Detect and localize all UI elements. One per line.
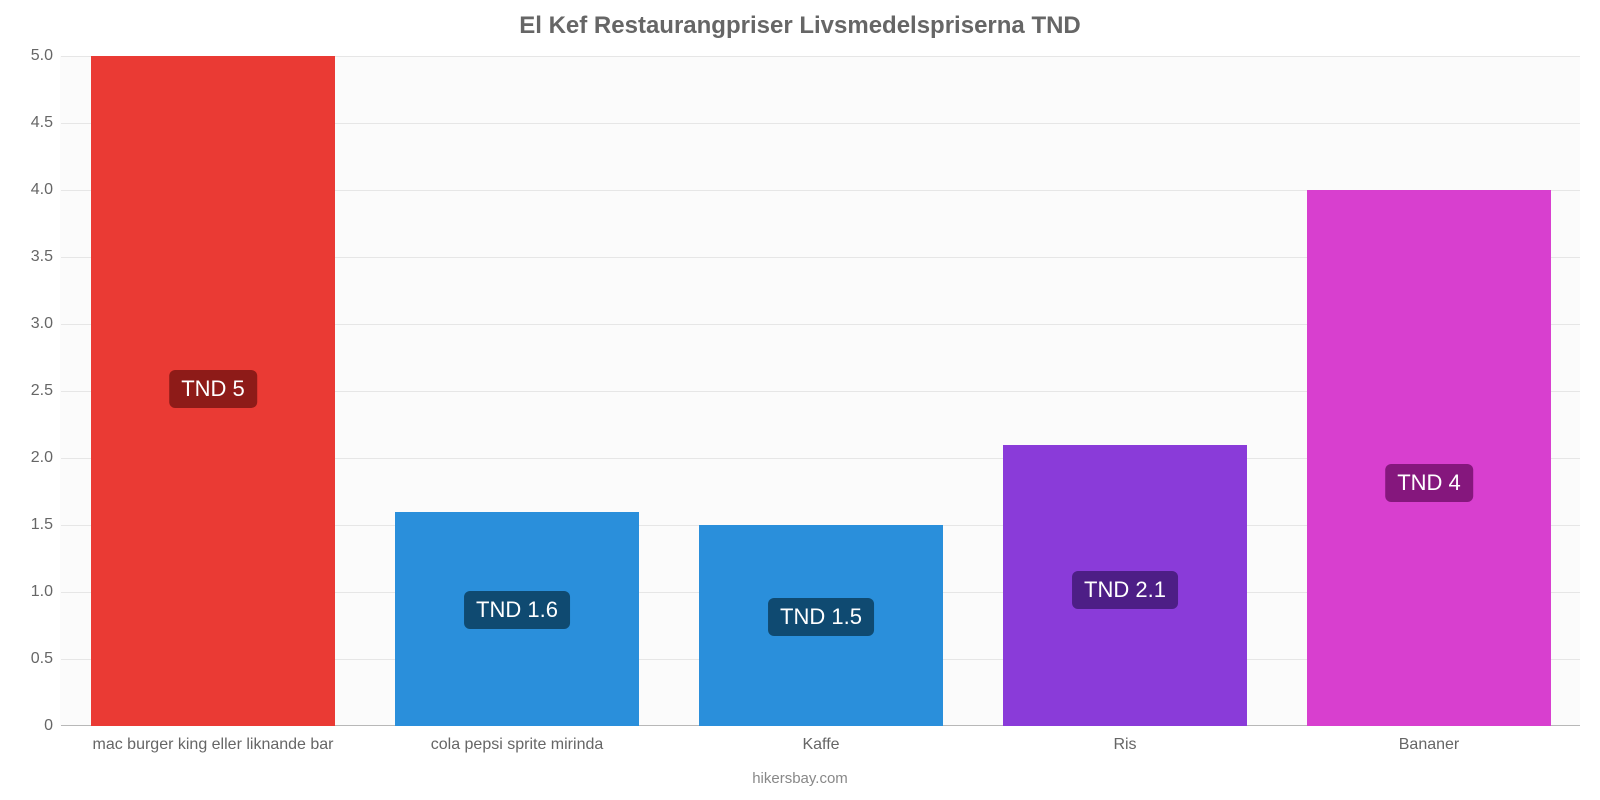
plot-area: 00.51.01.52.02.53.03.54.04.55.0TND 5mac …	[60, 56, 1580, 726]
bar	[1307, 190, 1550, 726]
y-tick-label: 2.5	[31, 382, 53, 400]
bar-value-label: TND 1.5	[768, 598, 874, 636]
bar-value-label: TND 4	[1385, 464, 1473, 502]
x-tick-label: Bananer	[1399, 736, 1460, 754]
y-tick-label: 0.5	[31, 650, 53, 668]
x-tick-label: mac burger king eller liknande bar	[92, 736, 333, 754]
y-tick-label: 1.0	[31, 583, 53, 601]
bar-value-label: TND 2.1	[1072, 571, 1178, 609]
y-tick-label: 3.0	[31, 315, 53, 333]
y-tick-label: 4.0	[31, 181, 53, 199]
x-tick-label: Kaffe	[802, 736, 839, 754]
bar-value-label: TND 1.6	[464, 591, 570, 629]
y-tick-label: 4.5	[31, 114, 53, 132]
bar-chart: El Kef Restaurangpriser Livsmedelspriser…	[0, 0, 1600, 800]
x-tick-label: cola pepsi sprite mirinda	[431, 736, 604, 754]
bar-value-label: TND 5	[169, 370, 257, 408]
y-tick-label: 0	[44, 717, 53, 735]
y-tick-label: 5.0	[31, 47, 53, 65]
y-tick-label: 2.0	[31, 449, 53, 467]
y-tick-label: 1.5	[31, 516, 53, 534]
chart-title: El Kef Restaurangpriser Livsmedelspriser…	[0, 12, 1600, 40]
chart-footer: hikersbay.com	[0, 770, 1600, 787]
y-tick-label: 3.5	[31, 248, 53, 266]
x-tick-label: Ris	[1113, 736, 1136, 754]
